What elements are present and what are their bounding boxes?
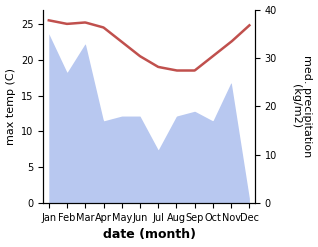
Y-axis label: med. precipitation
(kg/m2): med. precipitation (kg/m2)	[291, 55, 313, 158]
Y-axis label: max temp (C): max temp (C)	[5, 68, 16, 145]
X-axis label: date (month): date (month)	[103, 228, 196, 242]
